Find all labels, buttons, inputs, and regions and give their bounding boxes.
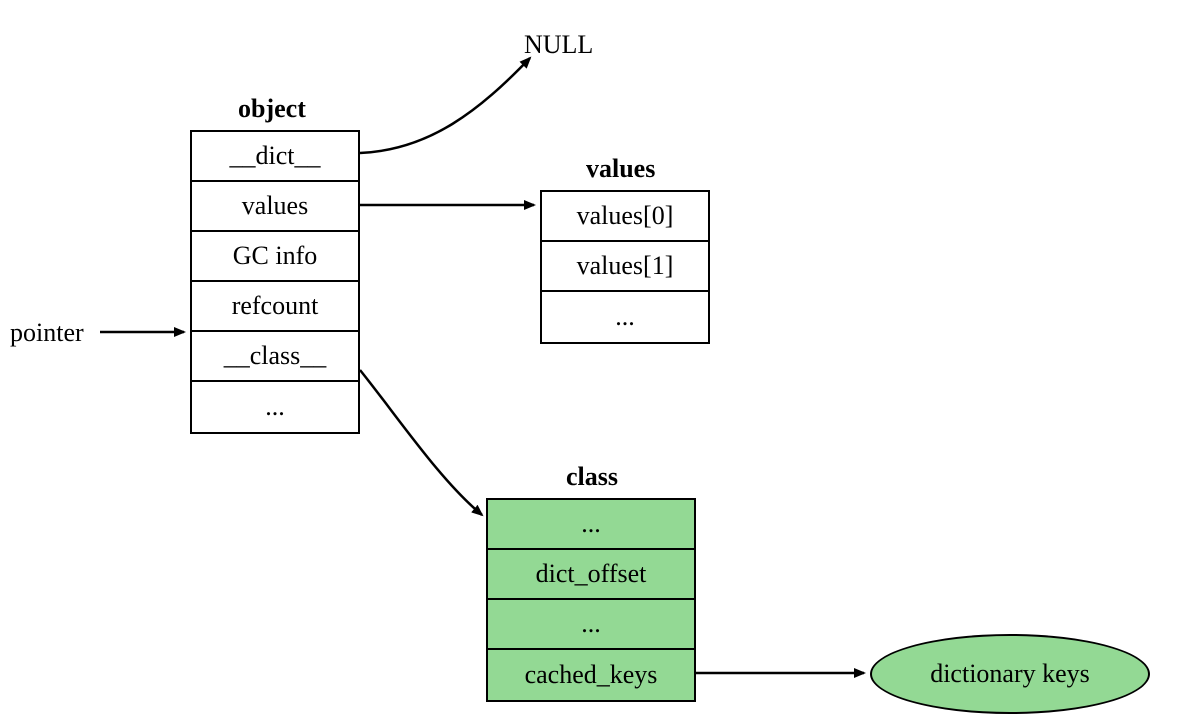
- class-cell-dictoffset: dict_offset: [488, 550, 694, 600]
- object-cell-dict: __dict__: [192, 132, 358, 182]
- class-cell-ellipsis1: ...: [488, 500, 694, 550]
- values-cell-1: values[1]: [542, 242, 708, 292]
- pointer-label: pointer: [10, 318, 84, 348]
- object-cell-class: __class__: [192, 332, 358, 382]
- arrow-dict-to-null: [360, 58, 530, 153]
- class-title: class: [566, 462, 618, 492]
- null-label: NULL: [524, 30, 593, 60]
- object-cell-ellipsis: ...: [192, 382, 358, 432]
- arrow-class-to-classbox: [360, 370, 482, 515]
- values-title: values: [586, 154, 655, 184]
- class-cell-cachedkeys: cached_keys: [488, 650, 694, 700]
- values-box: values[0] values[1] ...: [540, 190, 710, 344]
- values-cell-ellipsis: ...: [542, 292, 708, 342]
- object-box: __dict__ values GC info refcount __class…: [190, 130, 360, 434]
- values-cell-0: values[0]: [542, 192, 708, 242]
- dictionary-keys-text: dictionary keys: [930, 659, 1090, 689]
- dictionary-keys-ellipse: dictionary keys: [870, 634, 1150, 714]
- diagram-canvas: pointer NULL object __dict__ values GC i…: [0, 0, 1200, 724]
- object-cell-refcount: refcount: [192, 282, 358, 332]
- class-box: ... dict_offset ... cached_keys: [486, 498, 696, 702]
- class-cell-ellipsis2: ...: [488, 600, 694, 650]
- object-cell-values: values: [192, 182, 358, 232]
- object-cell-gcinfo: GC info: [192, 232, 358, 282]
- object-title: object: [238, 94, 306, 124]
